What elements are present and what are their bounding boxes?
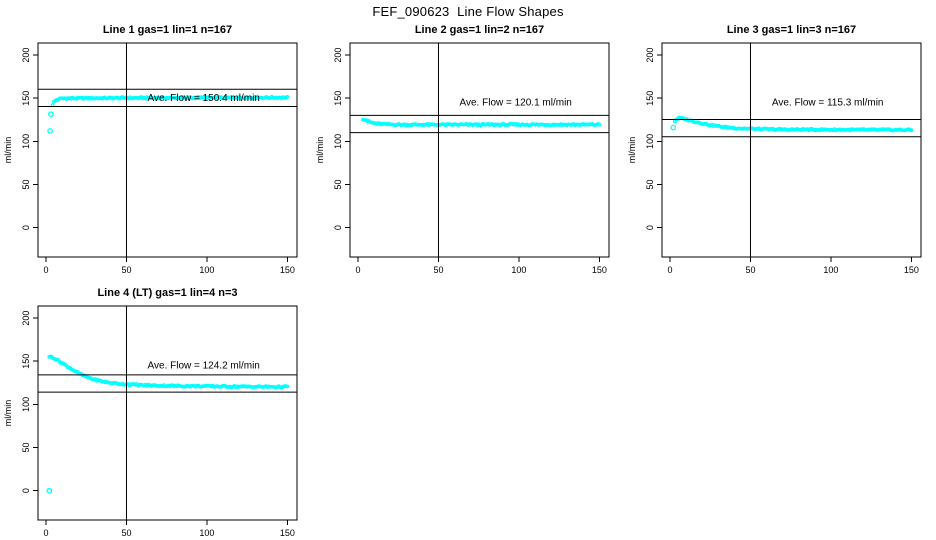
y-tick-label: 0 [645,225,655,230]
y-tick-label: 150 [645,91,655,106]
panel-plot-svg: Line 4 (LT) gas=1 lin=4 n=3 0 50 100 150 0 50 1… [3,287,298,538]
panel-title: Line 1 gas=1 lin=1 n=167 [103,24,232,36]
y-tick-label: 0 [333,225,343,230]
outlier-point [46,487,53,494]
panel-title: Line 4 (LT) gas=1 lin=4 n=3 [97,287,237,299]
x-tick-label: 150 [592,265,607,275]
x-tick-label: 0 [44,265,49,275]
plot-box [37,42,298,258]
panel-plot-svg: Line 1 gas=1 lin=1 n=167 0 50 100 150 0 50 100 1… [3,24,298,275]
x-tick-label: 0 [668,265,673,275]
data-point [285,384,290,389]
x-tick-label: 50 [121,528,131,538]
x-tick-label: 0 [44,528,49,538]
x-tick-label: 0 [356,265,361,275]
panel-title: Line 3 gas=1 lin=3 n=167 [727,24,856,36]
y-tick-label: 50 [21,443,31,453]
x-tick-label: 50 [121,265,131,275]
y-tick-label: 0 [21,225,31,230]
x-tick-label: 50 [745,265,755,275]
data-point [597,122,602,127]
outlier-point [47,128,53,134]
plot-box [37,305,298,521]
y-tick-label: 50 [333,180,343,190]
y-tick-label: 50 [645,180,655,190]
data-point [909,128,914,133]
y-tick-label: 50 [21,180,31,190]
panel-plot-svg: Line 3 gas=1 lin=3 n=167 0 50 100 150 0 50 100 1… [627,24,922,275]
panel-line-2: Line 2 gas=1 lin=2 n=167 0 50 100 150 0 50 100 1… [312,20,624,275]
outlier-point [670,124,677,131]
data-point [500,122,505,126]
data-points [47,94,290,134]
x-tick-label: 150 [280,528,295,538]
x-tick-label: 50 [433,265,443,275]
data-points [361,117,602,128]
data-point [769,126,774,131]
y-tick-label: 150 [333,91,343,106]
y-tick-label: 0 [21,488,31,493]
y-tick-label: 200 [21,48,31,63]
x-tick-label: 150 [280,265,295,275]
panel-line-1: Line 1 gas=1 lin=1 n=167 0 50 100 150 0 50 100 1… [0,20,312,275]
panel-line-4: Line 4 (LT) gas=1 lin=4 n=3 0 50 100 150 0 50 1… [0,283,312,538]
y-tick-label: 100 [21,397,31,412]
data-point [250,96,254,101]
y-tick-label: 100 [333,134,343,149]
panel-line-3: Line 3 gas=1 lin=3 n=167 0 50 100 150 0 50 100 1… [624,20,936,275]
plot-box [349,42,610,258]
ave-flow-label: Ave. Flow = 120.1 ml/min [460,98,572,109]
y-axis-title: ml/min [3,137,13,164]
panel-plot-svg: Line 2 gas=1 lin=2 n=167 0 50 100 150 0 50 100 1… [315,24,610,275]
x-tick-label: 100 [199,528,214,538]
ave-flow-label: Ave. Flow = 150.4 ml/min [148,93,260,104]
y-tick-label: 200 [333,48,343,63]
panel-title: Line 2 gas=1 lin=2 n=167 [415,24,544,36]
data-points [670,115,914,133]
ave-flow-label: Ave. Flow = 124.2 ml/min [148,361,260,372]
data-points [46,354,290,494]
y-tick-label: 100 [21,134,31,149]
y-tick-label: 200 [645,48,655,63]
x-tick-label: 100 [199,265,214,275]
plot-box [661,42,922,258]
outlier-point [48,111,54,118]
y-tick-label: 150 [21,91,31,106]
ave-flow-label: Ave. Flow = 115.3 ml/min [772,98,884,109]
y-axis-title: ml/min [315,137,325,164]
y-tick-label: 200 [21,311,31,326]
data-point [285,94,290,99]
y-tick-label: 150 [21,354,31,369]
y-axis-title: ml/min [3,400,13,427]
data-point [114,95,118,100]
x-tick-label: 150 [904,265,919,275]
x-tick-label: 100 [511,265,526,275]
figure-title: FEF_090623 Line Flow Shapes [372,4,564,19]
y-axis-title: ml/min [627,137,637,164]
y-tick-label: 100 [645,134,655,149]
x-tick-label: 100 [823,265,838,275]
